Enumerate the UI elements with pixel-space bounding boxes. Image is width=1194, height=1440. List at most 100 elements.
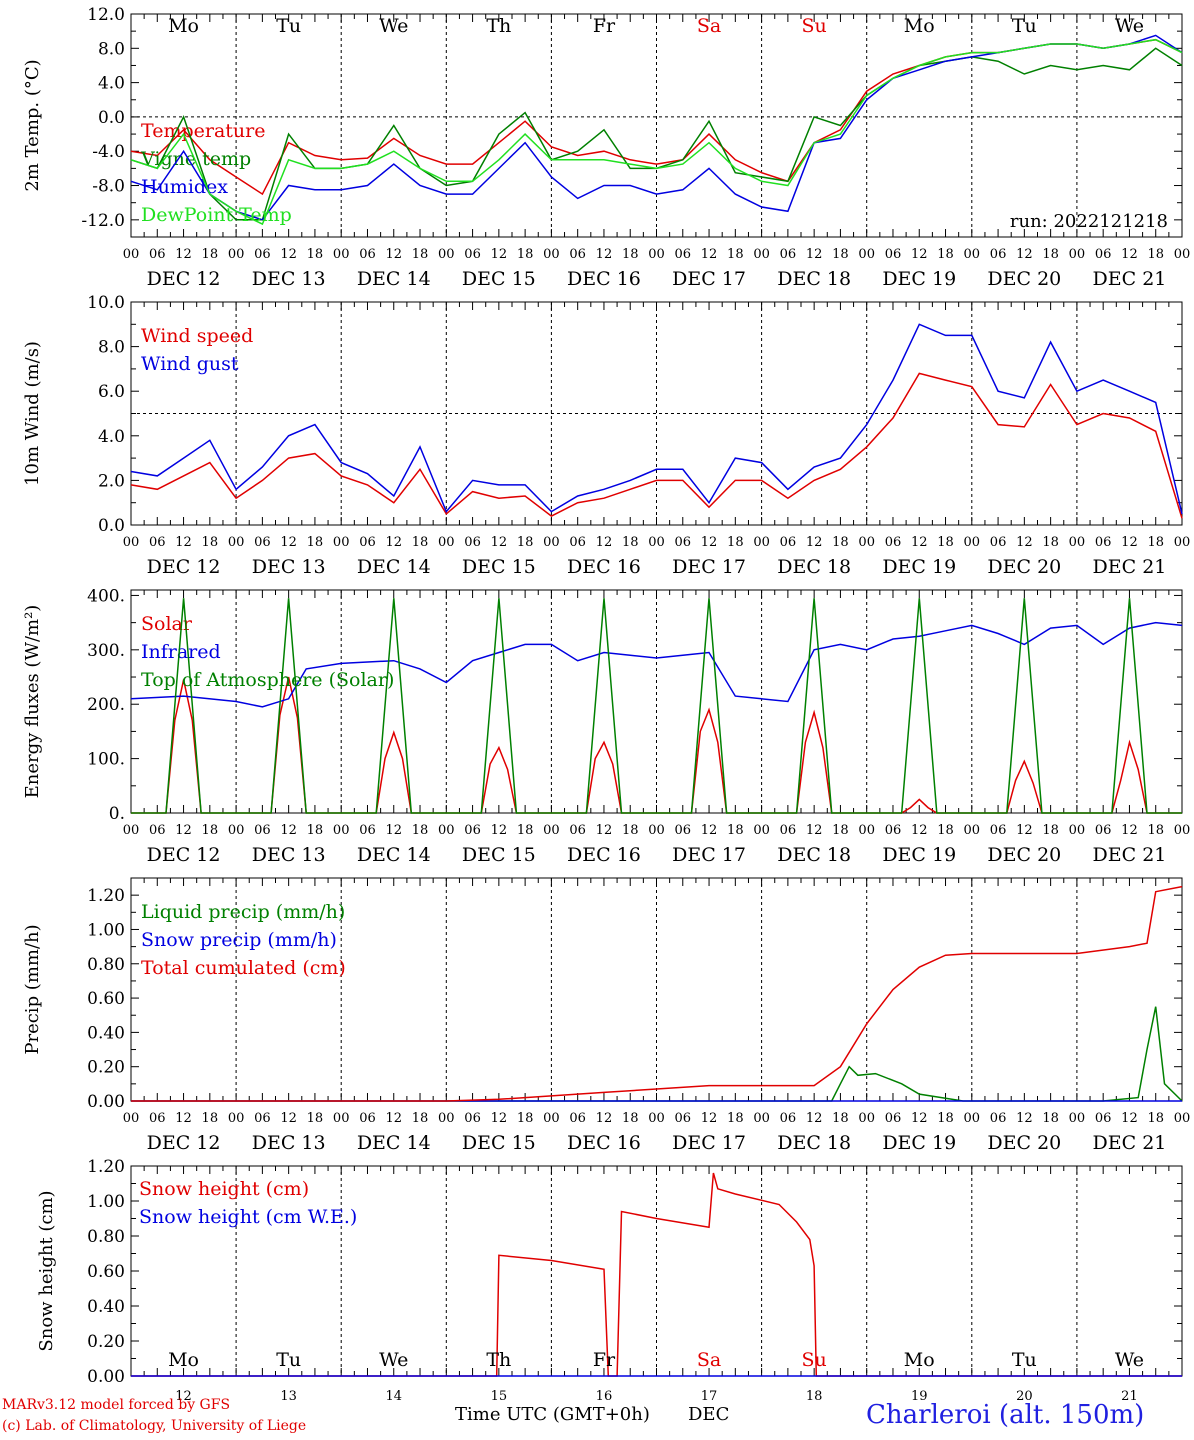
hour-tick-label: 18 [202, 247, 219, 262]
y-tick-label: 0.60 [87, 1262, 125, 1282]
hour-tick-label: 18 [412, 247, 429, 262]
hour-tick-label: 06 [569, 535, 586, 550]
y-tick-label: 4.0 [98, 74, 125, 94]
legend-entry: Top of Atmosphere (Solar) [141, 669, 394, 691]
date-label: DEC 17 [672, 556, 746, 578]
y-tick-label: 0.80 [87, 955, 125, 975]
hour-tick-label: 06 [464, 535, 481, 550]
hour-tick-label: 06 [254, 535, 271, 550]
legend-entry: Snow height (cm) [139, 1178, 309, 1200]
hour-tick-label: 06 [569, 1111, 586, 1126]
y-tick-label: 0.60 [87, 989, 125, 1009]
y-tick-label: 1.00 [87, 920, 125, 940]
hour-tick-label: 06 [254, 823, 271, 838]
date-label: DEC 19 [882, 1132, 956, 1154]
date-label: DEC 21 [1093, 556, 1167, 578]
hour-tick-label: 06 [149, 535, 166, 550]
hour-tick-label: 06 [1095, 1111, 1112, 1126]
hour-tick-label: 18 [307, 535, 324, 550]
hour-tick-label: 18 [1042, 247, 1059, 262]
hour-tick-label: 06 [885, 1111, 902, 1126]
date-label: DEC 13 [252, 1132, 326, 1154]
hour-tick-label: 12 [1121, 247, 1138, 262]
y-tick-label: 6.0 [98, 382, 125, 402]
hour-tick-label: 00 [1174, 1111, 1191, 1126]
day-name-label: We [1115, 15, 1144, 37]
hour-tick-label: 12 [1016, 535, 1033, 550]
hour-tick-label: 18 [412, 823, 429, 838]
series-line-snow-height-cm- [131, 1172, 1182, 1377]
legend-entry: Vigne temp [140, 148, 251, 170]
y-tick-label: 0.00 [87, 1367, 125, 1387]
plot-frame [130, 589, 1183, 814]
x-axis-label: Time UTC (GMT+0h) [455, 1404, 650, 1425]
footer-model-credit: MARv3.12 model forced by GFS [2, 1397, 231, 1413]
hour-tick-label: 00 [964, 823, 981, 838]
hour-tick-label: 06 [149, 247, 166, 262]
hour-tick-label: 18 [622, 535, 639, 550]
hour-tick-label: 12 [1016, 823, 1033, 838]
date-label: DEC 17 [672, 1132, 746, 1154]
hour-tick-label: 00 [543, 535, 560, 550]
hour-tick-label: 12 [596, 247, 613, 262]
hour-tick-label: 06 [990, 823, 1007, 838]
hour-tick-label: 06 [675, 1111, 692, 1126]
hour-tick-label: 00 [438, 247, 455, 262]
hour-tick-label: 06 [254, 247, 271, 262]
hour-tick-label: 06 [569, 823, 586, 838]
date-label: DEC 16 [567, 268, 641, 290]
hour-tick-label: 18 [937, 1111, 954, 1126]
hour-tick-label: 00 [648, 1111, 665, 1126]
hour-tick-label: 12 [596, 823, 613, 838]
hour-tick-label: 06 [780, 535, 797, 550]
day-name-label: Mo [168, 1349, 199, 1371]
day-name-label: Mo [904, 1349, 935, 1371]
hour-tick-label: 06 [254, 1111, 271, 1126]
hour-tick-label: 18 [727, 1111, 744, 1126]
hour-tick-label: 18 [1042, 535, 1059, 550]
hour-tick-label: 12 [806, 535, 823, 550]
date-label: DEC 18 [777, 1132, 851, 1154]
hour-tick-label: 12 [175, 247, 192, 262]
hour-tick-label: 12 [280, 823, 297, 838]
y-tick-label: 400. [87, 586, 125, 606]
hour-tick-label: 06 [359, 1111, 376, 1126]
hour-tick-label: 18 [832, 1111, 849, 1126]
hour-tick-label: 18 [727, 535, 744, 550]
date-label: DEC 19 [882, 268, 956, 290]
hour-tick-label: 18 [727, 823, 744, 838]
date-label: DEC 15 [462, 268, 536, 290]
hour-tick-label: 00 [858, 247, 875, 262]
hour-tick-label: 18 [937, 247, 954, 262]
hour-tick-label: 12 [1016, 247, 1033, 262]
hour-tick-label: 00 [543, 247, 560, 262]
hour-tick-label: 12 [385, 247, 402, 262]
day-name-label: Tu [1012, 1349, 1037, 1371]
y-axis-label: Snow height (cm) [36, 1190, 57, 1351]
date-label: DEC 12 [147, 268, 221, 290]
hour-tick-label: 00 [333, 535, 350, 550]
date-label: DEC 17 [672, 844, 746, 866]
hour-tick-label: 12 [701, 823, 718, 838]
hour-tick-label: 00 [964, 247, 981, 262]
hour-tick-label: 18 [727, 247, 744, 262]
date-label: DEC 13 [252, 268, 326, 290]
hour-tick-label: 12 [911, 247, 928, 262]
hour-tick-label: 12 [911, 823, 928, 838]
date-label: DEC 18 [777, 268, 851, 290]
legend-entry: DewPoint Temp [141, 204, 292, 226]
y-tick-label: 0.20 [87, 1058, 125, 1078]
hour-tick-label: 18 [1042, 823, 1059, 838]
hour-tick-label: 18 [412, 1111, 429, 1126]
hour-tick-label: 00 [543, 823, 560, 838]
hour-tick-label: 06 [780, 1111, 797, 1126]
day-number-label: 15 [491, 1389, 508, 1404]
day-number-label: 20 [1016, 1389, 1033, 1404]
hour-tick-label: 06 [1095, 247, 1112, 262]
day-name-label: Sa [697, 1349, 721, 1371]
hour-tick-label: 12 [701, 1111, 718, 1126]
legend-entry: Infrared [141, 641, 221, 663]
day-name-label: Fr [593, 15, 616, 37]
date-label: DEC 20 [987, 556, 1061, 578]
hour-tick-label: 12 [491, 1111, 508, 1126]
